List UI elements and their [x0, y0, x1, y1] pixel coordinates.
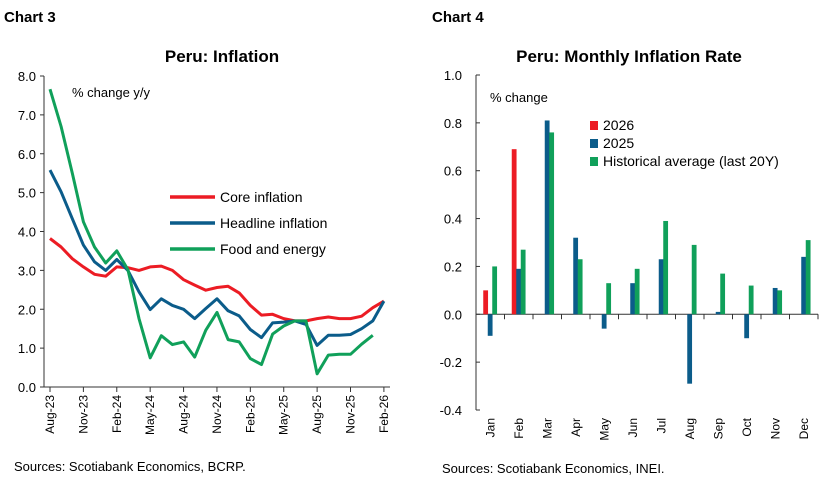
y-tick-label: 3.0 — [18, 263, 36, 278]
bar-historical-mar — [549, 132, 555, 315]
x-tick-label: May-25 — [277, 395, 291, 435]
chart-label: Chart 4 — [432, 9, 484, 26]
bar-historical-sep — [720, 273, 726, 315]
bar-historical-jun — [634, 268, 640, 315]
y-tick-label: 1.0 — [18, 341, 36, 356]
y-tick-label: 7.0 — [18, 108, 36, 123]
legend-label: Headline inflation — [220, 215, 327, 231]
x-tick-label: Feb-25 — [243, 395, 257, 433]
x-tick-label: Oct — [740, 417, 754, 436]
legend-label: Historical average (last 20Y) — [603, 153, 779, 169]
x-tick-label: Aug-23 — [43, 395, 57, 434]
bar-2026-jan — [483, 290, 489, 315]
bar-historical-nov — [777, 290, 783, 315]
chart-label: Chart 3 — [4, 9, 56, 26]
x-tick-label: Aug-25 — [310, 395, 324, 434]
y-tick-label: 0.0 — [18, 380, 36, 395]
bar-2025-jan — [487, 314, 493, 336]
y-tick-label: 0.8 — [444, 116, 462, 131]
legend-swatch — [590, 157, 598, 166]
y-tick-label: 0.6 — [444, 164, 462, 179]
x-tick-label: Sep — [711, 418, 725, 440]
bar-2025-nov — [772, 287, 778, 315]
y-tick-label: 1.0 — [444, 68, 462, 83]
series-line-food-and-energy — [48, 88, 374, 376]
x-tick-label: Apr — [569, 418, 583, 437]
series-line-core-inflation — [49, 237, 385, 323]
x-tick-label: Nov-24 — [210, 395, 224, 434]
x-tick-label: Feb — [512, 418, 526, 439]
legend-swatch — [590, 121, 598, 130]
x-tick-label: Aug-24 — [177, 395, 191, 434]
series-line-headline-inflation — [48, 169, 386, 347]
x-tick-label: Nov-25 — [344, 395, 358, 434]
y-tick-label: 6.0 — [18, 147, 36, 162]
legend-label: 2026 — [603, 117, 634, 133]
x-tick-label: Nov — [768, 418, 782, 439]
bar-2025-mar — [544, 120, 550, 315]
bar-historical-jul — [663, 220, 669, 315]
y-tick-label: 0.4 — [444, 212, 462, 227]
y-tick-label: 0.0 — [444, 307, 462, 322]
y-tick-label: 0.2 — [444, 259, 462, 274]
y-tick-label: 8.0 — [18, 69, 36, 84]
chart-title: Peru: Monthly Inflation Rate — [516, 47, 742, 66]
bar-historical-apr — [577, 259, 583, 315]
legend-label: Food and energy — [220, 241, 326, 257]
bar-2025-may — [601, 314, 607, 329]
bar-historical-may — [606, 283, 612, 315]
y-tick-label: 2.0 — [18, 302, 36, 317]
bar-2025-dec — [801, 256, 807, 315]
bar-2025-aug — [687, 314, 693, 384]
chart-title: Peru: Inflation — [165, 47, 279, 66]
y-tick-label: 5.0 — [18, 186, 36, 201]
y-axis-unit-label: % change — [490, 90, 548, 105]
x-tick-label: Feb-24 — [110, 395, 124, 433]
bar-historical-dec — [805, 240, 811, 315]
bar-2025-jun — [630, 283, 636, 315]
y-axis-unit-label: % change y/y — [72, 85, 151, 100]
bar-2025-jul — [658, 259, 664, 315]
x-tick-label: Nov-23 — [76, 395, 90, 434]
source-note: Sources: Scotiabank Economics, INEI. — [442, 461, 665, 476]
y-tick-label: -0.4 — [440, 403, 462, 418]
x-tick-label: Dec — [797, 418, 811, 439]
bar-historical-oct — [748, 285, 754, 315]
y-tick-label: 4.0 — [18, 225, 36, 240]
bar-historical-feb — [520, 249, 526, 315]
bar-2025-feb — [516, 268, 522, 315]
x-tick-label: Aug — [683, 418, 697, 439]
bar-2026-feb — [511, 149, 517, 315]
x-tick-label: May — [597, 418, 611, 441]
x-tick-label: Mar — [540, 418, 554, 439]
chart-3-inflation-line-chart: Chart 3 Peru: Inflation 0.0 1.0 2.0 3.0 4.0 5.0… — [4, 9, 391, 474]
bar-historical-jan — [492, 266, 498, 315]
bar-historical-aug — [691, 244, 697, 315]
x-tick-label: Feb-26 — [377, 395, 391, 433]
source-note: Sources: Scotiabank Economics, BCRP. — [14, 459, 246, 474]
x-tick-label: Jan — [483, 418, 497, 437]
legend-swatch — [590, 139, 598, 148]
bar-2025-sep — [715, 311, 721, 315]
x-tick-label: Jul — [654, 418, 668, 433]
y-tick-label: -0.2 — [440, 355, 462, 370]
x-tick-label: Jun — [626, 418, 640, 437]
bar-2025-apr — [573, 237, 579, 315]
legend-label: 2025 — [603, 135, 634, 151]
bar-2025-oct — [744, 314, 750, 339]
legend-label: Core inflation — [220, 189, 303, 205]
x-tick-label: May-24 — [143, 395, 157, 435]
